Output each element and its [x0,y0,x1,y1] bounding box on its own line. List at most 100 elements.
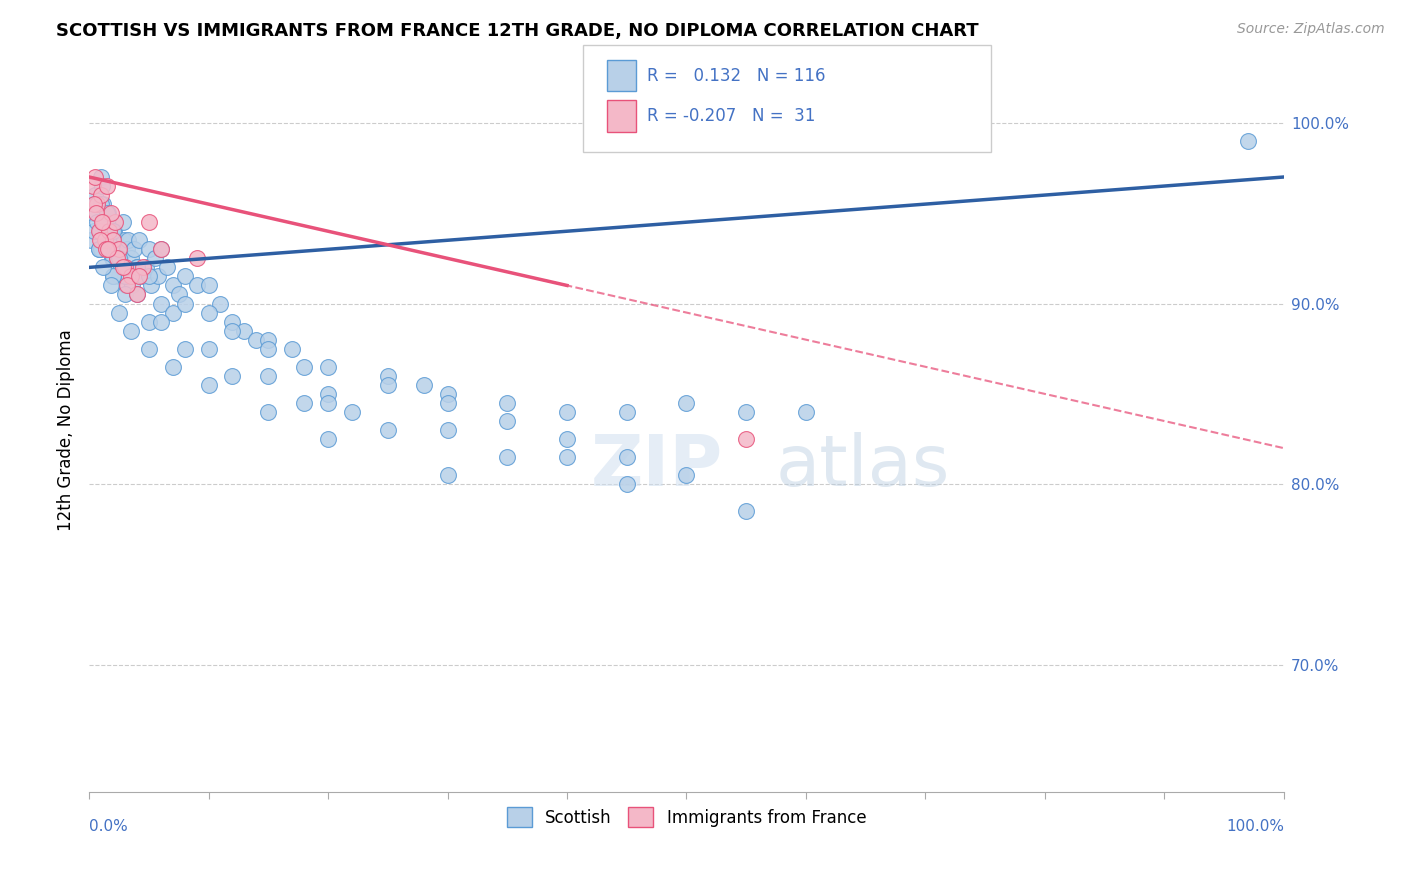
Point [105,252,128,266]
Point [128,233,150,247]
Point [87,224,110,238]
Point [377,423,399,437]
Point [84,197,107,211]
Point [496,414,519,428]
Point [149,296,172,310]
Point [197,342,219,356]
Point [616,477,638,491]
Point [436,387,458,401]
Point [108,242,131,256]
Point [90,242,112,256]
Point [496,450,519,465]
Point [675,468,697,483]
Point [90,188,112,202]
Point [94,242,117,256]
Point [114,287,136,301]
Point [120,269,142,284]
Point [197,278,219,293]
Point [496,396,519,410]
Point [156,260,179,275]
Point [173,342,195,356]
Point [100,278,122,293]
Point [101,269,124,284]
Point [98,224,121,238]
Point [138,269,160,284]
Point [112,233,135,247]
Point [132,269,155,284]
Point [101,269,124,284]
Point [675,396,697,410]
Point [86,215,108,229]
Point [100,252,122,266]
Point [90,169,112,184]
Point [124,242,146,256]
Text: 100.0%: 100.0% [1226,819,1284,834]
Point [82,179,104,194]
Point [87,242,110,256]
Point [377,368,399,383]
Point [377,377,399,392]
Point [101,252,124,266]
Point [257,333,280,347]
Point [173,296,195,310]
Point [80,233,103,247]
Point [96,179,118,194]
Point [209,296,232,310]
Point [83,224,105,238]
Point [115,278,138,293]
Point [100,233,122,247]
Point [111,260,134,275]
Point [138,215,160,229]
Point [121,278,143,293]
Point [616,405,638,419]
Point [104,215,127,229]
Point [114,260,136,275]
Point [794,405,817,419]
Point [125,287,148,301]
Point [110,260,132,275]
Point [94,233,117,247]
Point [89,224,111,238]
Point [316,396,339,410]
Point [104,233,127,247]
Point [555,405,578,419]
Point [105,252,128,266]
Point [143,252,166,266]
Point [197,377,219,392]
Point [96,215,118,229]
Point [149,315,172,329]
Point [103,224,125,238]
Point [93,215,115,229]
Text: ZIP: ZIP [591,432,723,500]
Point [555,450,578,465]
Point [257,368,280,383]
Point [101,224,124,238]
Point [97,206,120,220]
Point [89,233,111,247]
Point [82,206,104,220]
Point [120,324,142,338]
Point [186,278,208,293]
Text: 0.0%: 0.0% [89,819,128,834]
Point [436,396,458,410]
Point [90,197,112,211]
Point [125,260,148,275]
Point [138,342,160,356]
Point [162,278,184,293]
Y-axis label: 12th Grade, No Diploma: 12th Grade, No Diploma [58,329,75,531]
Point [233,324,256,338]
Point [98,224,121,238]
Point [221,368,243,383]
Point [87,242,110,256]
Text: atlas: atlas [776,432,950,500]
Point [1237,134,1260,148]
Point [162,305,184,319]
Point [340,405,363,419]
Point [108,305,131,319]
Point [316,387,339,401]
Point [84,206,107,220]
Point [97,242,120,256]
Point [84,188,107,202]
Point [197,305,219,319]
Point [84,169,107,184]
